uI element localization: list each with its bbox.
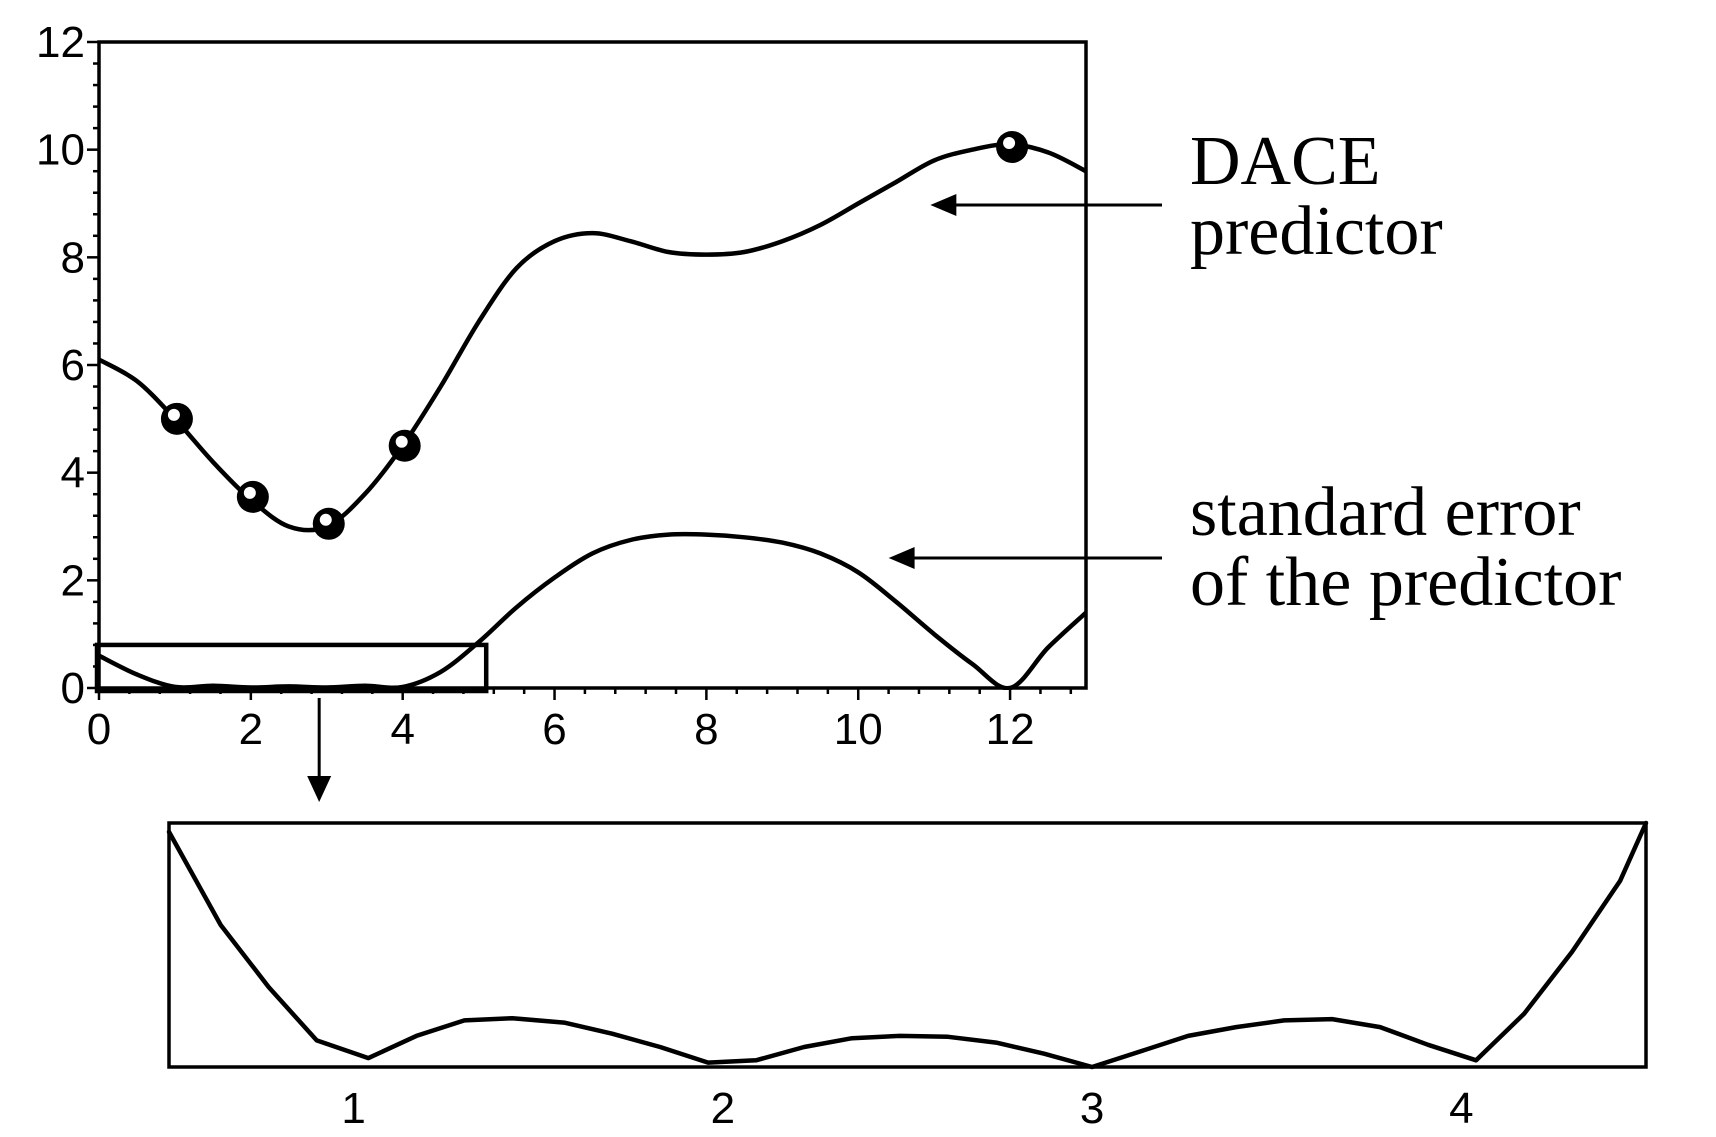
sample-point-center xyxy=(395,435,408,448)
annotation-label: standard error xyxy=(1190,474,1581,551)
y-tick-label: 4 xyxy=(61,449,85,498)
y-tick-label: 12 xyxy=(36,18,85,67)
annotation-label: predictor xyxy=(1190,193,1443,270)
x-tick-label: 8 xyxy=(694,705,718,754)
zoom-std-error-curve xyxy=(166,820,1649,1070)
y-tick-label: 2 xyxy=(61,556,85,605)
y-tick-label: 8 xyxy=(61,233,85,282)
annotation-arrow-head xyxy=(930,194,957,216)
sample-point-center xyxy=(1003,136,1016,149)
annotation-arrow-head xyxy=(888,547,915,569)
predictor-curve xyxy=(99,142,1086,533)
sample-point-center xyxy=(243,486,256,499)
zoom-link xyxy=(307,698,332,802)
sample-point-center xyxy=(319,513,332,526)
x-tick-label: 2 xyxy=(239,705,263,754)
y-tick-label: 0 xyxy=(61,664,85,713)
sample-point-center xyxy=(167,408,180,421)
annotation-label: of the predictor xyxy=(1190,544,1621,621)
zoom-region-box xyxy=(94,642,489,694)
plot-frame xyxy=(97,40,1088,690)
zoom-plot: 1 2 3 4 xyxy=(166,820,1649,1133)
x-tick-label: 6 xyxy=(542,705,566,754)
x-tick-label: 12 xyxy=(986,705,1035,754)
zoom-x-tick-label: 1 xyxy=(341,1084,365,1133)
x-tick-label: 0 xyxy=(87,705,111,754)
zoom-x-tick-label: 2 xyxy=(711,1084,735,1133)
zoom-frame xyxy=(167,821,1648,1069)
y-tick-label: 6 xyxy=(61,341,85,390)
y-tick-label: 10 xyxy=(36,126,85,175)
std-error-curve xyxy=(99,531,1086,690)
zoom-x-tick-label: 3 xyxy=(1080,1084,1104,1133)
x-tick-label: 4 xyxy=(390,705,414,754)
main-plot: 0 2 4 6 8 10 12 0 2 4 6 8 10 12 xyxy=(36,18,1088,754)
x-tick-label: 10 xyxy=(834,705,883,754)
zoom-x-tick-label: 4 xyxy=(1449,1084,1473,1133)
zoom-arrow-head xyxy=(307,776,332,802)
annotation-label: DACE xyxy=(1190,123,1381,200)
